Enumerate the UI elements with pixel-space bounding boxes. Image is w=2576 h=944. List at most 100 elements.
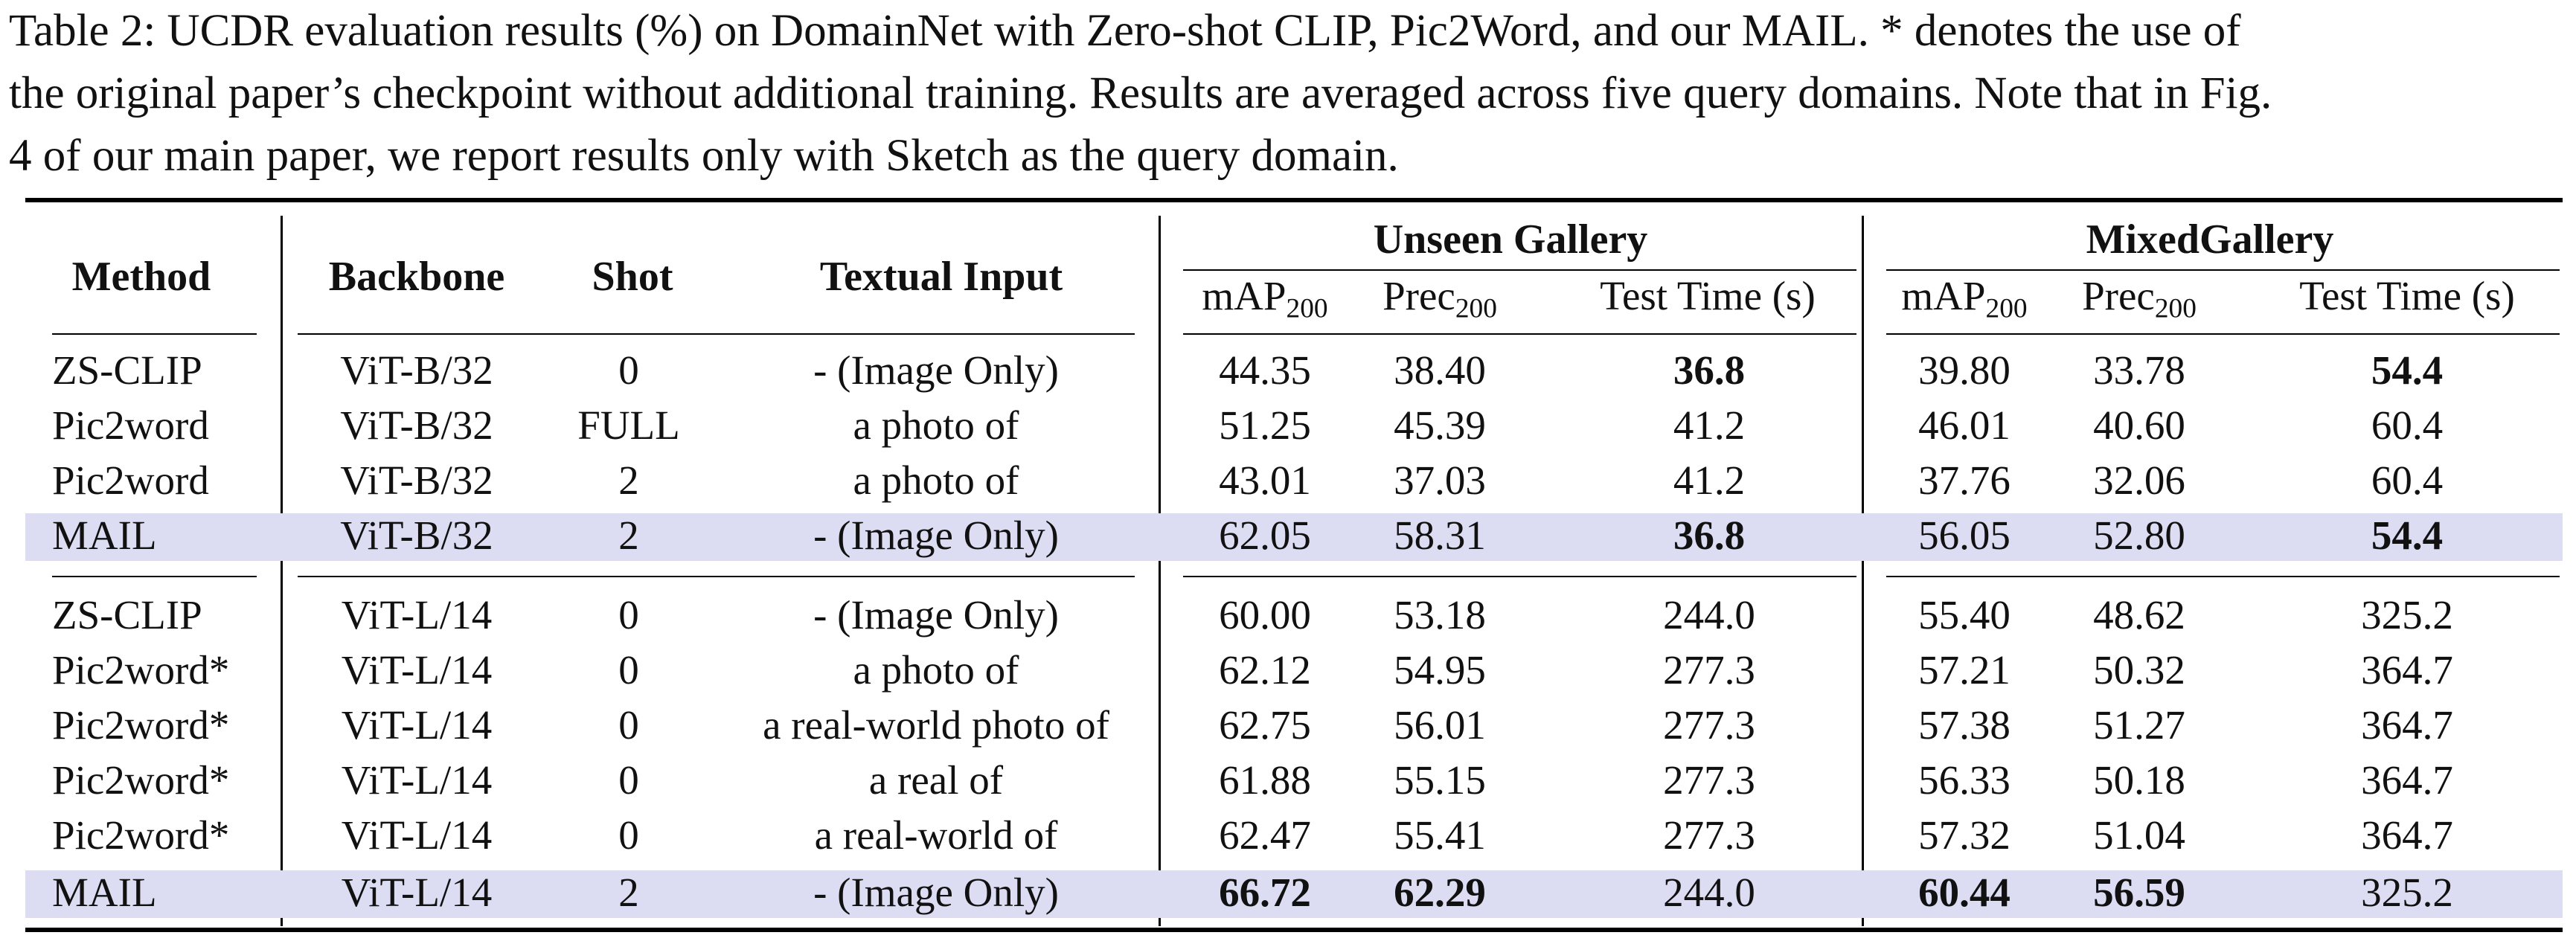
cell-u-map: 62.12 (1219, 647, 1311, 693)
highlight-band (25, 870, 2563, 918)
cell-u-prec: 38.40 (1394, 347, 1486, 393)
cell-shot: 0 (618, 647, 639, 693)
cell-shot: FULL (577, 402, 680, 448)
header-rule-mixed (1886, 333, 2560, 335)
header-textual-input: Textual Input (819, 254, 1063, 300)
cell-m-prec: 56.59 (2093, 870, 2185, 915)
cell-shot: 2 (618, 457, 639, 503)
cell-m-time: 54.4 (2371, 347, 2444, 393)
cell-u-prec: 45.39 (1394, 402, 1486, 448)
cell-shot: 0 (618, 812, 639, 858)
cell-m-map: 60.44 (1918, 870, 2011, 915)
cell-method: Pic2word* (52, 647, 230, 693)
cell-u-map: 60.00 (1219, 592, 1311, 638)
cell-m-prec: 52.80 (2093, 513, 2185, 558)
cell-m-time: 325.2 (2361, 592, 2453, 638)
cell-m-map: 57.38 (1918, 702, 2011, 748)
cell-shot: 2 (618, 870, 639, 915)
cell-u-time: 41.2 (1673, 457, 1746, 503)
cell-backbone: ViT-L/14 (341, 592, 493, 638)
header-mixed-prec: Prec200 (2082, 273, 2197, 324)
cell-m-prec: 51.04 (2093, 812, 2185, 858)
cell-u-prec: 53.18 (1394, 592, 1486, 638)
bottom-rule (25, 928, 2563, 932)
cell-backbone: ViT-B/32 (340, 347, 493, 393)
cell-m-prec: 50.18 (2093, 757, 2185, 803)
cell-method: MAIL (52, 513, 157, 558)
cell-u-map: 44.35 (1219, 347, 1311, 393)
cell-backbone: ViT-L/14 (341, 757, 493, 803)
header-backbone: Backbone (328, 254, 505, 300)
block-rule-method (52, 576, 257, 577)
cell-backbone: ViT-L/14 (341, 812, 493, 858)
cell-textual-input: a real-world photo of (763, 702, 1109, 748)
cell-method: Pic2word (52, 457, 209, 503)
cell-shot: 0 (618, 702, 639, 748)
column-divider-2 (1159, 216, 1161, 926)
cell-m-map: 39.80 (1918, 347, 2011, 393)
header-shot: Shot (592, 254, 673, 300)
cell-u-prec: 37.03 (1394, 457, 1486, 503)
cell-backbone: ViT-L/14 (341, 870, 493, 915)
caption-line-2: the original paper’s checkpoint without … (9, 68, 2272, 118)
cell-u-time: 244.0 (1663, 592, 1755, 638)
cell-backbone: ViT-B/32 (340, 513, 493, 558)
caption-line-1: Table 2: UCDR evaluation results (%) on … (9, 6, 2241, 56)
cell-u-time: 277.3 (1663, 702, 1755, 748)
cell-m-time: 364.7 (2361, 812, 2453, 858)
cell-textual-input: a photo of (853, 402, 1019, 448)
cell-u-prec: 55.15 (1394, 757, 1486, 803)
cell-m-prec: 51.27 (2093, 702, 2185, 748)
cell-u-prec: 58.31 (1394, 513, 1486, 558)
cell-u-map: 62.47 (1219, 812, 1311, 858)
column-divider-3 (1862, 216, 1864, 926)
cell-method: MAIL (52, 870, 157, 915)
cell-m-time: 364.7 (2361, 702, 2453, 748)
header-mixed-map: mAP200 (1901, 273, 2028, 324)
cell-u-time: 41.2 (1673, 402, 1746, 448)
block-rule-mid (298, 576, 1135, 577)
cell-m-time: 54.4 (2371, 513, 2444, 558)
cell-m-time: 364.7 (2361, 757, 2453, 803)
block-rule-unseen (1183, 576, 1856, 577)
group-rule-mixed (1886, 269, 2560, 271)
cell-method: Pic2word* (52, 757, 230, 803)
cell-m-map: 37.76 (1918, 457, 2011, 503)
cell-u-map: 66.72 (1219, 870, 1311, 915)
cell-m-map: 57.21 (1918, 647, 2011, 693)
cell-u-time: 277.3 (1663, 757, 1755, 803)
cell-backbone: ViT-B/32 (340, 457, 493, 503)
cell-backbone: ViT-L/14 (341, 647, 493, 693)
header-method: Method (71, 254, 211, 300)
cell-u-time: 244.0 (1663, 870, 1755, 915)
block-rule-mixed (1886, 576, 2560, 577)
cell-m-prec: 33.78 (2093, 347, 2185, 393)
cell-u-time: 36.8 (1673, 347, 1746, 393)
cell-textual-input: a real-world of (814, 812, 1058, 858)
cell-m-map: 57.32 (1918, 812, 2011, 858)
cell-textual-input: a real of (868, 757, 1004, 803)
cell-m-map: 56.33 (1918, 757, 2011, 803)
cell-u-time: 277.3 (1663, 812, 1755, 858)
cell-shot: 2 (618, 513, 639, 558)
header-group-unseen: Unseen Gallery (1373, 216, 1648, 263)
column-divider-1 (281, 216, 283, 926)
cell-u-time: 277.3 (1663, 647, 1755, 693)
cell-u-time: 36.8 (1673, 513, 1746, 558)
cell-m-prec: 48.62 (2093, 592, 2185, 638)
cell-method: ZS-CLIP (52, 592, 202, 638)
cell-m-time: 325.2 (2361, 870, 2453, 915)
table-caption: Table 2: UCDR evaluation results (%) on … (9, 0, 2569, 187)
header-unseen-time: Test Time (s) (1600, 273, 1816, 318)
cell-u-map: 51.25 (1219, 402, 1311, 448)
cell-m-prec: 40.60 (2093, 402, 2185, 448)
top-rule (25, 198, 2563, 202)
cell-m-time: 60.4 (2371, 402, 2444, 448)
cell-method: ZS-CLIP (52, 347, 202, 393)
cell-m-map: 56.05 (1918, 513, 2011, 558)
cell-textual-input: - (Image Only) (813, 513, 1059, 558)
cell-method: Pic2word* (52, 702, 230, 748)
header-rule-method (52, 333, 257, 335)
cell-u-prec: 62.29 (1394, 870, 1486, 915)
header-rule-mid (298, 333, 1135, 335)
